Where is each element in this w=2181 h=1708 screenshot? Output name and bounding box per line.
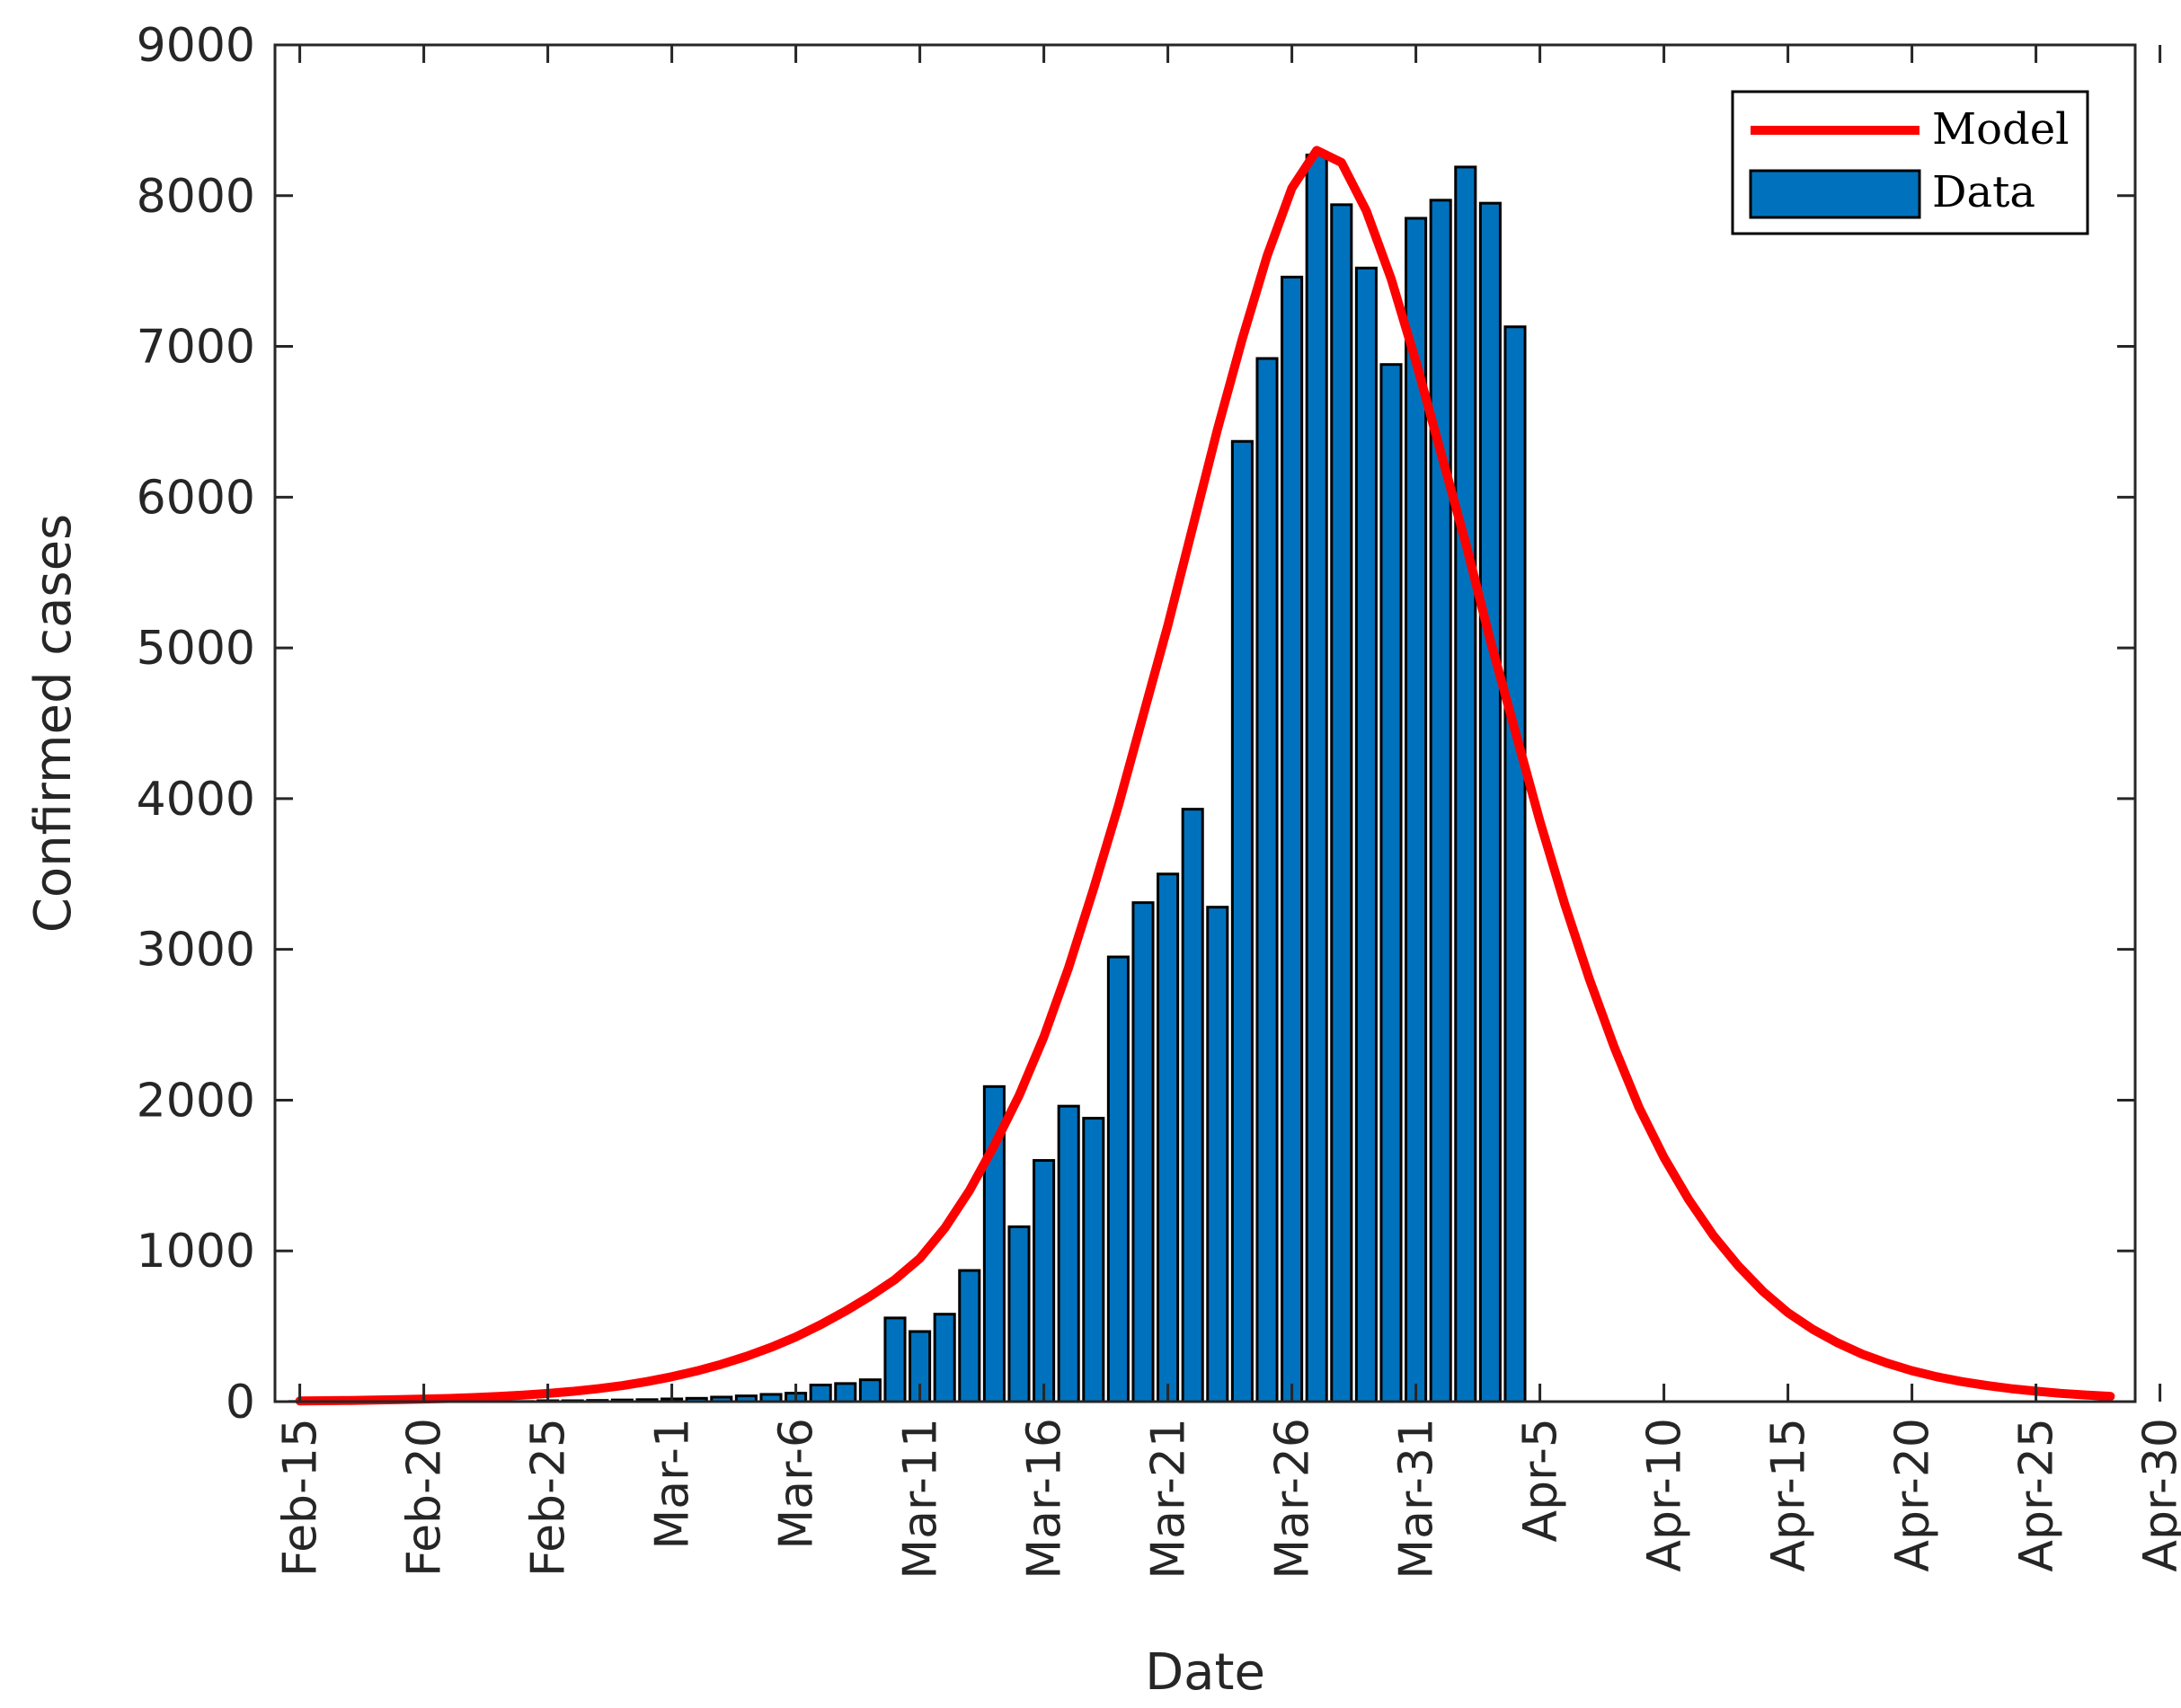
data-bar <box>1057 1104 1080 1403</box>
x-tick-label: Feb-20 <box>398 1418 452 1577</box>
x-tick-label: Feb-15 <box>274 1418 328 1577</box>
y-tick-label: 2000 <box>137 1074 255 1128</box>
y-tick-label: 5000 <box>137 622 255 676</box>
y-tick-label: 8000 <box>137 170 255 224</box>
x-tick-label: Apr-15 <box>1762 1418 1816 1572</box>
x-tick-label: Mar-6 <box>770 1418 824 1550</box>
data-bar <box>933 1313 956 1403</box>
y-tick-label: 9000 <box>137 19 255 73</box>
data-bar <box>1082 1117 1105 1403</box>
data-bar <box>1206 906 1229 1403</box>
data-bar <box>1503 325 1527 1403</box>
axes-box <box>273 43 2137 1403</box>
data-bars <box>288 153 1527 1403</box>
data-bar <box>1330 203 1353 1403</box>
y-tick-label: 7000 <box>137 321 255 375</box>
y-axis-ticks: 0 1000 2000 3000 4000 5000 6000 7000 8000 9000 <box>137 19 2135 1429</box>
y-tick-label: 0 <box>226 1376 255 1429</box>
legend-model-label: Model <box>1932 104 2070 155</box>
x-tick-label: Mar-1 <box>646 1418 700 1550</box>
data-bar <box>1033 1159 1056 1403</box>
data-bar <box>1157 872 1180 1403</box>
legend-data-swatch <box>1749 169 1921 219</box>
x-tick-label: Apr-5 <box>1514 1418 1568 1542</box>
data-bar <box>883 1316 907 1403</box>
data-bar <box>809 1384 832 1403</box>
x-tick-label: Mar-31 <box>1390 1418 1444 1580</box>
y-axis-title: Confirmed cases <box>24 514 83 933</box>
data-bar <box>1354 266 1378 1403</box>
data-bar <box>1379 363 1403 1403</box>
data-bar <box>1007 1225 1031 1403</box>
x-axis-ticks: Feb-15 Feb-20 Feb-25 Mar-1 Mar-6 Mar-11 Mar-16… <box>274 45 2181 1580</box>
data-bar <box>834 1382 857 1403</box>
data-bar <box>1255 357 1279 1403</box>
data-bar <box>1478 201 1502 1403</box>
data-bar <box>1305 153 1328 1403</box>
y-tick-label: 6000 <box>137 471 255 525</box>
y-tick-label: 4000 <box>137 773 255 827</box>
data-bar <box>1429 199 1452 1403</box>
x-axis-title: Date <box>1145 1643 1265 1702</box>
x-tick-label: Apr-30 <box>2134 1418 2181 1572</box>
y-tick-label: 3000 <box>137 924 255 978</box>
x-tick-label: Feb-25 <box>522 1418 576 1577</box>
x-tick-label: Apr-25 <box>2010 1418 2064 1572</box>
model-curve <box>295 146 2115 1406</box>
data-bar <box>1454 165 1477 1403</box>
x-tick-label: Mar-16 <box>1018 1418 1072 1580</box>
plot-area <box>275 45 2135 1402</box>
data-bar <box>1281 275 1304 1403</box>
data-bar <box>1106 955 1130 1403</box>
legend-data-label: Data <box>1932 167 2035 217</box>
x-tick-label: Mar-21 <box>1142 1418 1196 1580</box>
legend: Model Data <box>1731 90 2089 235</box>
data-bar <box>1181 808 1204 1403</box>
data-bar <box>1131 901 1155 1403</box>
x-tick-label: Apr-10 <box>1638 1418 1692 1572</box>
data-bar <box>858 1378 882 1403</box>
x-tick-label: Mar-26 <box>1266 1418 1320 1580</box>
data-bar <box>1230 439 1254 1403</box>
x-tick-label: Mar-11 <box>894 1418 948 1580</box>
data-bar <box>958 1269 981 1403</box>
y-tick-label: 1000 <box>137 1225 255 1279</box>
x-tick-label: Apr-20 <box>1886 1418 1940 1572</box>
